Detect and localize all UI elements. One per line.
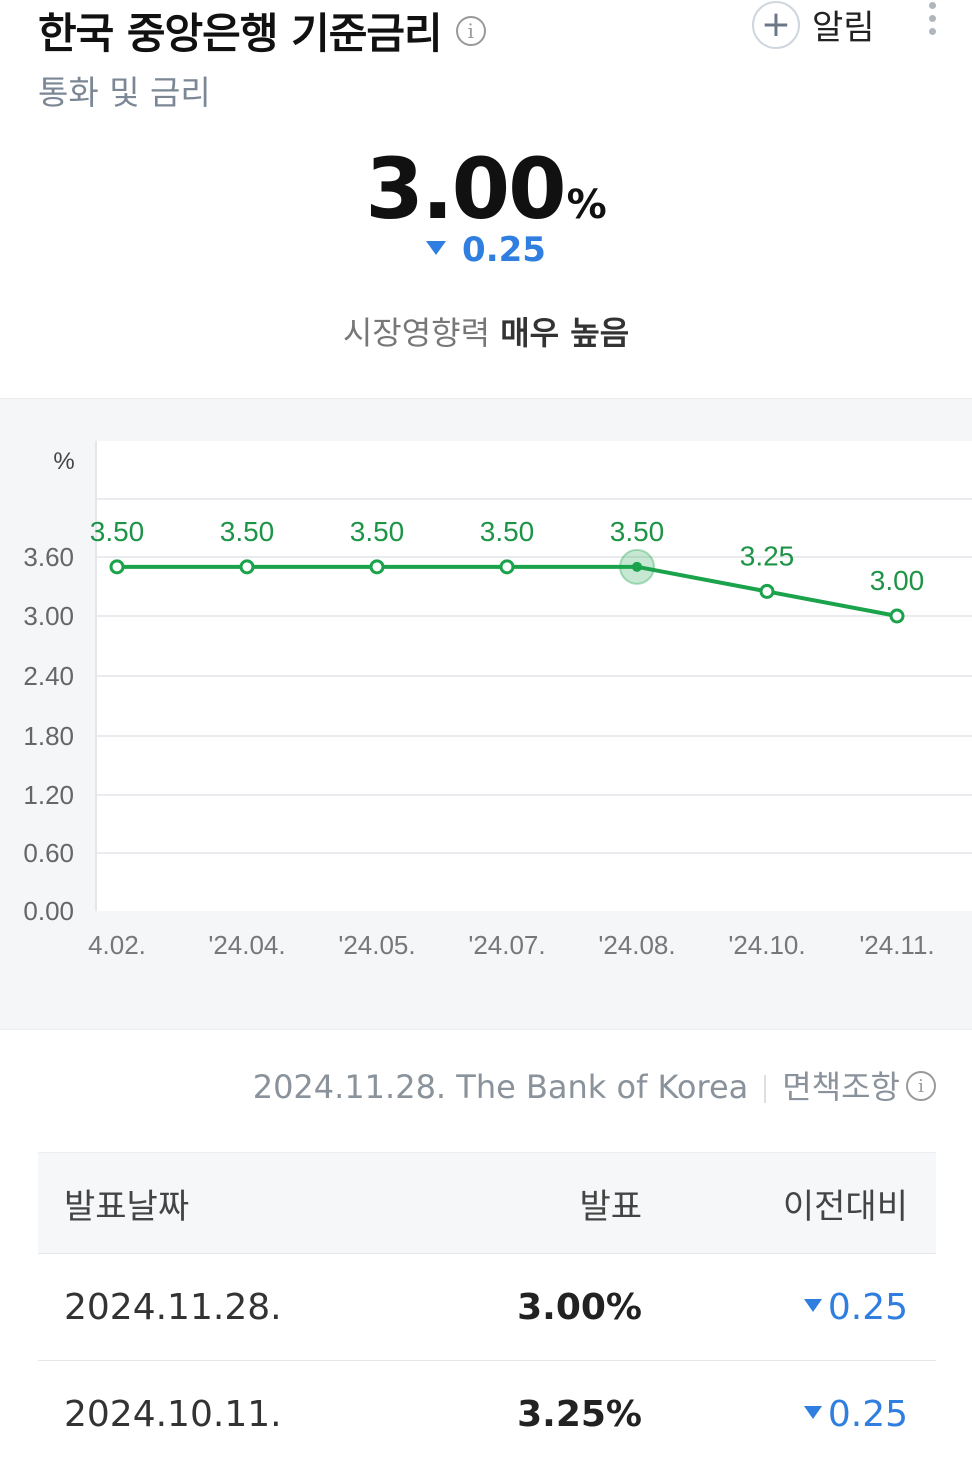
y-tick-label: 3.60 bbox=[23, 542, 74, 572]
x-tick-label: '24.04. bbox=[208, 930, 285, 960]
chart-area[interactable]: % 3.60 3.00 2.40 1.80 1.20 0.60 0.00 4.02. '24.04… bbox=[0, 398, 972, 1030]
influence-label: 시장영향력 bbox=[342, 314, 491, 352]
x-tick-label: '24.08. bbox=[598, 930, 675, 960]
y-tick-label: 0.60 bbox=[23, 838, 74, 868]
change-value: 0.25 bbox=[462, 230, 546, 270]
disclaimer-link[interactable]: 면책조항 bbox=[782, 1068, 900, 1106]
data-point bbox=[369, 559, 385, 575]
alarm-button[interactable]: + 알림 bbox=[752, 0, 875, 49]
y-axis-unit: % bbox=[53, 448, 74, 475]
category-subtitle[interactable]: 통화 및 금리 bbox=[38, 73, 211, 112]
y-tick-label: 1.80 bbox=[23, 721, 74, 751]
header-change: 이전대비 bbox=[782, 1186, 908, 1227]
rate-unit: % bbox=[566, 182, 607, 228]
x-tick-label: '24.05. bbox=[338, 930, 415, 960]
source-line: 2024.11.28. The Bank of Korea 면책조항 i bbox=[0, 1062, 936, 1108]
data-point bbox=[239, 559, 255, 575]
row-date: 2024.11.28. bbox=[64, 1286, 282, 1328]
history-table: 발표날짜 발표 이전대비 2024.11.28. 3.00% 0.25 2024… bbox=[38, 1152, 936, 1467]
source-text: 2024.11.28. The Bank of Korea bbox=[252, 1068, 749, 1106]
market-influence: 시장영향력 매우 높음 bbox=[0, 308, 972, 354]
y-tick-label: 3.00 bbox=[23, 601, 74, 631]
down-arrow-icon bbox=[803, 1406, 822, 1419]
x-tick-label: '24.07. bbox=[468, 930, 545, 960]
row-change-value: 0.25 bbox=[827, 1393, 908, 1435]
data-label: 3.25 bbox=[740, 540, 795, 571]
influence-value: 매우 높음 bbox=[500, 314, 630, 352]
header: 한국 중앙은행 기준금리 i 통화 및 금리 + 알림 bbox=[0, 0, 972, 120]
row-value: 3.00% bbox=[517, 1286, 642, 1328]
current-value: 3.00% bbox=[0, 140, 972, 238]
page-title: 한국 중앙은행 기준금리 bbox=[38, 9, 443, 58]
row-change: 0.25 bbox=[642, 1287, 936, 1328]
header-date: 발표날짜 bbox=[64, 1186, 190, 1227]
row-change: 0.25 bbox=[642, 1394, 936, 1435]
down-arrow-icon bbox=[426, 240, 447, 255]
down-arrow-icon bbox=[803, 1299, 822, 1312]
title-row: 한국 중앙은행 기준금리 i bbox=[38, 0, 486, 61]
info-icon[interactable]: i bbox=[906, 1071, 936, 1101]
x-tick-label: '24.11. bbox=[859, 930, 934, 960]
data-point bbox=[889, 608, 905, 624]
info-icon[interactable]: i bbox=[455, 15, 486, 46]
row-change-value: 0.25 bbox=[827, 1286, 908, 1328]
header-value: 발표 bbox=[579, 1186, 642, 1227]
table-header: 발표날짜 발표 이전대비 bbox=[38, 1152, 936, 1253]
data-label: 3.50 bbox=[350, 516, 405, 547]
more-menu-icon[interactable] bbox=[926, 2, 938, 41]
x-tick-label: '24.10. bbox=[728, 930, 805, 960]
data-label: 3.50 bbox=[220, 516, 275, 547]
x-tick-label: 4.02. bbox=[88, 930, 146, 960]
data-label: 3.00 bbox=[870, 565, 925, 596]
data-point bbox=[109, 559, 125, 575]
data-point bbox=[499, 559, 515, 575]
table-row[interactable]: 2024.11.28. 3.00% 0.25 bbox=[38, 1253, 936, 1360]
y-tick-label: 1.20 bbox=[23, 780, 74, 810]
rate-change: 0.25 bbox=[0, 230, 972, 270]
rate-line-chart[interactable]: % 3.60 3.00 2.40 1.80 1.20 0.60 0.00 4.02. '24.04… bbox=[0, 399, 972, 1029]
data-label: 3.50 bbox=[90, 516, 145, 547]
current-rate: 3.00 bbox=[365, 140, 566, 238]
divider bbox=[764, 1075, 767, 1103]
y-tick-label: 2.40 bbox=[23, 661, 74, 691]
table-row[interactable]: 2024.10.11. 3.25% 0.25 bbox=[38, 1360, 936, 1467]
data-label: 3.50 bbox=[480, 516, 535, 547]
data-point bbox=[759, 583, 775, 599]
y-tick-label: 0.00 bbox=[23, 896, 74, 926]
plus-icon: + bbox=[752, 0, 800, 49]
data-label: 3.50 bbox=[610, 516, 665, 547]
row-value: 3.25% bbox=[517, 1393, 642, 1435]
alarm-label: 알림 bbox=[812, 8, 875, 48]
row-date: 2024.10.11. bbox=[64, 1393, 282, 1435]
data-point bbox=[632, 561, 642, 572]
